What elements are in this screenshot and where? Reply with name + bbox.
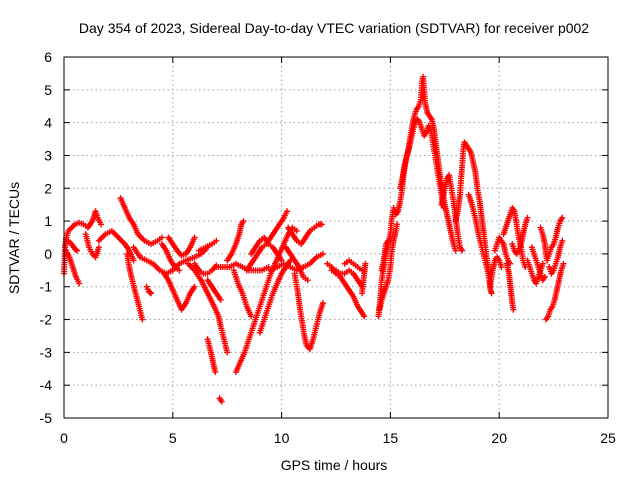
x-axis-label: GPS time / hours (281, 457, 388, 473)
data-point-marker (224, 349, 231, 356)
data-point-marker (304, 277, 311, 284)
data-point-marker (148, 290, 155, 297)
data-point-marker (191, 234, 198, 241)
plot-frame (63, 56, 609, 419)
data-point-marker (139, 316, 146, 323)
y-tick-label: -4 (40, 377, 53, 393)
data-point-marker (452, 247, 459, 254)
data-point-marker (459, 247, 466, 254)
data-point-marker (559, 237, 566, 244)
series-sdtvar (61, 73, 567, 405)
x-tick-label: 10 (274, 430, 290, 446)
data-point-marker (213, 237, 220, 244)
x-tick-label: 5 (169, 430, 177, 446)
x-tick-label: 15 (383, 430, 399, 446)
data-point-marker (524, 214, 531, 221)
data-point-marker (319, 250, 326, 257)
data-point-marker (146, 289, 153, 296)
y-tick-label: 6 (44, 49, 52, 65)
y-tick-label: 3 (44, 147, 52, 163)
data-point-marker (510, 306, 517, 313)
x-tick-label: 20 (491, 430, 507, 446)
data-point-marker (248, 313, 255, 320)
data-point-marker (293, 227, 300, 234)
x-tick-label: 0 (60, 430, 68, 446)
data-point-marker (541, 273, 548, 280)
data-point-marker (130, 257, 137, 264)
y-tick-label: -2 (40, 312, 53, 328)
y-tick-label: -1 (40, 279, 53, 295)
data-point-marker (560, 260, 567, 267)
y-tick-label: 0 (44, 246, 52, 262)
data-point-marker (284, 208, 291, 215)
y-tick-label: 1 (44, 213, 52, 229)
y-tick-label: 4 (44, 115, 52, 131)
data-point-marker (498, 264, 505, 271)
x-tick-label: 25 (600, 430, 616, 446)
y-tick-label: -5 (40, 410, 53, 426)
data-point-marker (361, 313, 368, 320)
data-point-marker (97, 221, 104, 228)
data-point-marker (319, 300, 326, 307)
data-point-marker (559, 214, 566, 221)
data-point-marker (385, 237, 392, 244)
data-point-marker (539, 260, 546, 267)
data-point-marker (318, 221, 325, 228)
data-point-marker (488, 290, 495, 297)
y-tick-label: 5 (44, 82, 52, 98)
data-point-marker (218, 398, 225, 405)
y-axis-label: SDTVAR / TECUs (6, 182, 22, 294)
data-point-marker (191, 283, 198, 290)
data-point-marker (362, 260, 369, 267)
data-point-marker (158, 234, 165, 241)
data-point-marker (76, 280, 83, 287)
data-point-marker (95, 244, 102, 251)
data-series (61, 73, 567, 405)
y-tick-label: -3 (40, 344, 53, 360)
data-point-marker (72, 246, 79, 253)
data-point-marker (212, 369, 219, 376)
data-point-marker (74, 247, 81, 254)
chart-title: Day 354 of 2023, Sidereal Day-to-day VTE… (79, 20, 589, 36)
y-tick-label: 2 (44, 180, 52, 196)
data-point-marker (393, 221, 400, 228)
data-point-marker (440, 204, 447, 211)
data-point-marker (240, 218, 247, 225)
data-point-marker (176, 267, 183, 274)
data-point-marker (217, 296, 224, 303)
